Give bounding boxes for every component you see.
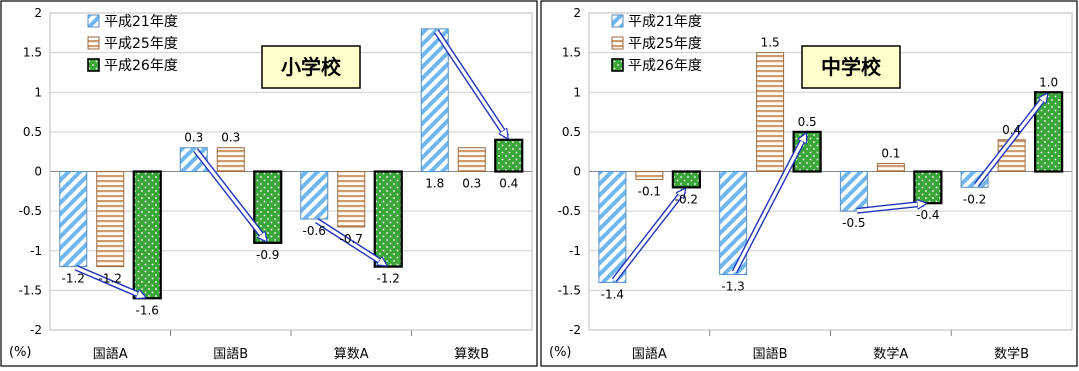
bar-s3-c1 [671,170,701,189]
y-tick-label: -0.5 [558,204,581,218]
data-label: -0.4 [916,208,939,222]
bar-s1-c3 [300,171,329,220]
data-label: -0.9 [256,248,279,262]
data-label: 0.3 [184,131,203,145]
y-tick-label: 1 [34,85,42,99]
bar-s2-c3 [876,163,905,172]
chart-panel-1: 2 1.5 1 0.5 0 -0.5 -1 -1.5 -2 (%) 国語A 国語B 算数A 算数B -1.2… [0,0,538,367]
title-box [801,45,901,89]
bar-s1-c4 [420,28,449,172]
y-tick-label: 1.5 [562,46,581,60]
bar-s3-c3 [913,170,943,205]
x-tick-label: 国語B [753,346,788,362]
data-label: -0.2 [963,192,986,206]
legend-label: 平成25年度 [104,36,178,52]
legend-swatch [87,36,100,50]
data-label: -0.5 [842,216,865,230]
y-tick-label: -1 [30,244,42,258]
title-box [261,45,361,89]
data-label: 0.3 [221,131,240,145]
bar-s2-c2 [756,52,785,172]
data-label: -0.6 [303,224,326,238]
bar-s2-c1 [96,171,125,268]
data-label: 0.1 [881,147,900,161]
data-label: 0.5 [798,115,817,129]
y-tick-label: 0 [573,165,581,179]
legend-swatch [611,36,624,50]
y-tick-label: 0 [34,165,42,179]
legend-label: 平成25年度 [628,36,702,52]
trend-arrow [856,204,924,214]
y-tick-label: 0.5 [23,125,42,139]
bar-s3-c1 [132,170,162,300]
x-tick-label: 国語A [93,346,128,362]
data-label: 0.4 [499,177,518,191]
chart-panel-2: 2 1.5 1 0.5 0 -0.5 -1 -1.5 -2 (%) 国語A 国語B 数学A 数学B -1.4… [540,0,1078,367]
trend-arrow [433,29,510,136]
bar-s2-c4 [457,147,486,173]
bar-s2-c3 [337,171,366,228]
y-tick-label: -2 [30,323,42,337]
bar-s2-c2 [216,147,245,173]
y-tick-label: 1.5 [23,46,42,60]
bar-s2-c1 [635,171,664,180]
legend-swatch [611,58,624,72]
data-label: -0.1 [638,184,661,198]
data-label: 1.5 [761,36,780,50]
data-label: -0.7 [340,232,363,246]
bar-s1-c1 [59,171,88,268]
y-tick-label: -1 [569,244,581,258]
bar-s3-c4 [494,138,524,173]
x-tick-label: 数学A [873,346,908,362]
data-label: -1.2 [62,272,85,286]
x-tick-label: 算数B [454,347,489,362]
y-tick-label: 2 [34,6,42,20]
legend-swatch [87,14,100,28]
bar-s1-c1 [598,171,627,283]
legend-swatch [611,14,624,28]
trend-arrow [611,191,684,282]
legend-label: 平成26年度 [628,58,702,74]
y-tick-label: 0.5 [562,125,581,139]
trend-arrow [731,135,808,274]
x-tick-label: 国語B [213,346,248,362]
x-tick-label: 国語A [632,346,667,362]
y-tick-label: -1.5 [558,283,581,297]
trend-arrow [974,95,1046,187]
y-tick-label: 1 [573,85,581,99]
data-label: 0.3 [462,177,481,191]
data-label: -1.2 [99,272,122,286]
data-label: -1.2 [377,272,400,286]
legend-label: 平成21年度 [104,14,178,30]
bar-s1-c3 [839,171,868,212]
legend-label: 平成26年度 [104,58,178,74]
legend-swatch [87,58,100,72]
data-label: -1.4 [601,287,624,301]
data-label: -0.2 [675,192,698,206]
trend-arrow [315,218,385,267]
y-axis-label: (%) [9,345,32,360]
y-tick-label: -1.5 [19,283,42,297]
bar-s3-c3 [373,170,403,268]
x-tick-label: 算数A [334,347,369,362]
data-label: 1.8 [425,177,444,191]
legend-label: 平成21年度 [628,14,702,30]
y-axis-label: (%) [549,345,572,360]
trend-arrow [193,148,266,240]
chart-title: 小学校 [281,55,342,79]
y-tick-label: -2 [569,323,581,337]
y-tick-label: -0.5 [19,204,42,218]
data-label: -1.6 [136,303,159,317]
trend-arrow [74,265,144,300]
chart-title: 中学校 [821,55,882,79]
data-label: 0.4 [1002,123,1021,137]
x-tick-label: 数学B [994,346,1029,362]
data-label: 1.0 [1039,75,1058,89]
data-label: -1.3 [721,280,744,294]
y-tick-label: 2 [573,6,581,20]
